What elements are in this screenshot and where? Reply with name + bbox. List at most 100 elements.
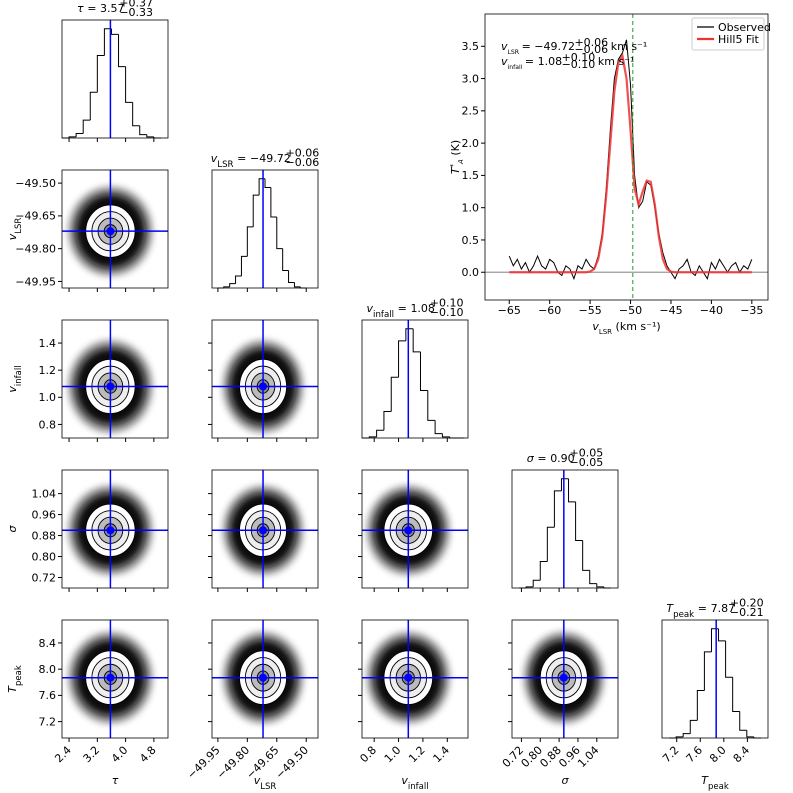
annotation-lower: −0.06 bbox=[574, 43, 608, 56]
legend-box bbox=[691, 17, 765, 51]
histogram-bin bbox=[560, 478, 569, 491]
axis-label: σ bbox=[562, 774, 570, 787]
annotation-unit: km s⁻¹ bbox=[611, 40, 648, 53]
x-tick-label: 4.0 bbox=[109, 744, 131, 766]
truth-point bbox=[259, 382, 268, 391]
axis-label-main: v bbox=[254, 774, 261, 787]
x-tick-label: −49.50 bbox=[273, 744, 311, 782]
axis-label-sub: LSR bbox=[14, 218, 24, 234]
panel-frame bbox=[361, 619, 469, 739]
x-tick-label: −40 bbox=[700, 304, 723, 317]
panel-title-lower: −0.06 bbox=[286, 156, 320, 169]
histogram-bin bbox=[96, 54, 105, 93]
y-tick-label: 0.0 bbox=[462, 266, 480, 279]
y-tick-label: 2.0 bbox=[462, 137, 480, 150]
axis-label-main: v bbox=[6, 386, 19, 393]
axis-label-sub: peak bbox=[14, 665, 24, 686]
truth-point bbox=[106, 227, 115, 236]
axis-label-sub: infall bbox=[408, 782, 429, 792]
x-tick-label: 1.2 bbox=[406, 744, 428, 766]
plot-frame bbox=[484, 13, 769, 301]
histogram-bin bbox=[732, 677, 740, 713]
truth-point bbox=[106, 526, 115, 535]
axis-label-main: v bbox=[6, 233, 19, 240]
y-tick-label: 0.5 bbox=[462, 234, 480, 247]
panel-frame bbox=[61, 169, 169, 289]
histogram-bin bbox=[575, 501, 583, 542]
y-tick-label: 0.8 bbox=[39, 418, 57, 431]
panel-title-lower: −0.33 bbox=[119, 6, 153, 19]
histogram-bin bbox=[532, 579, 541, 587]
axis-label-main: σ bbox=[6, 524, 19, 532]
histogram-bin bbox=[589, 570, 597, 585]
axis-label: vLSR bbox=[254, 774, 277, 792]
x-tick-label: 7.6 bbox=[684, 744, 706, 766]
truth-point bbox=[259, 526, 268, 535]
histogram-bin bbox=[288, 270, 295, 284]
panel-title-part: σ bbox=[527, 452, 535, 465]
y-tick-label: 1.5 bbox=[462, 169, 480, 182]
axis-label-main: σ bbox=[562, 774, 570, 787]
annotation-part: = −49.72 bbox=[522, 40, 575, 53]
histogram-bin bbox=[235, 275, 242, 284]
histogram-bin bbox=[539, 561, 548, 581]
histogram-bin bbox=[270, 187, 277, 218]
label-rest: (km s⁻¹) bbox=[612, 320, 661, 333]
histogram-bin bbox=[282, 248, 289, 272]
histogram-bin bbox=[89, 91, 98, 121]
x-tick-label: 2.4 bbox=[52, 744, 74, 766]
annotation-upper: +0.06 bbox=[574, 36, 608, 49]
x-tick-label: 8.4 bbox=[731, 744, 753, 766]
axis-label-sub: infall bbox=[14, 365, 24, 386]
histogram-bin bbox=[125, 66, 133, 103]
truth-point bbox=[559, 673, 568, 682]
histogram-bin bbox=[725, 640, 733, 678]
panel-title: Tpeak = 7.87 bbox=[666, 602, 735, 620]
histogram-bin bbox=[132, 102, 140, 127]
panel-title-part: = bbox=[698, 602, 707, 615]
annotation-upper: +0.10 bbox=[562, 51, 596, 64]
histogram-bin bbox=[276, 216, 283, 250]
series-line bbox=[508, 39, 753, 281]
histogram-bin bbox=[596, 583, 604, 588]
annotation-part: infall bbox=[508, 64, 523, 71]
panel-frame bbox=[211, 469, 319, 589]
axis-label: Tpeak bbox=[6, 665, 24, 693]
histogram-bin bbox=[75, 133, 84, 137]
y-axis-label: T*A (K) bbox=[449, 140, 465, 174]
histogram-bin bbox=[398, 340, 406, 378]
y-tick-label: −49.65 bbox=[15, 210, 56, 223]
y-tick-label: 8.0 bbox=[39, 663, 57, 676]
axis-label: Tpeak bbox=[701, 774, 729, 792]
panel-title-part: 0.90 bbox=[550, 452, 575, 465]
x-tick-label: 1.04 bbox=[575, 744, 602, 771]
y-tick-label: 0.72 bbox=[32, 571, 57, 584]
panel-title-part: = bbox=[537, 452, 546, 465]
x-tick-label: 1.4 bbox=[431, 744, 453, 766]
x-tick-label: −35 bbox=[740, 304, 763, 317]
histogram-bin bbox=[434, 420, 443, 435]
axis-label-main: T bbox=[701, 774, 709, 787]
histogram-bin bbox=[746, 730, 754, 738]
panel-title-part: 7.87 bbox=[711, 602, 736, 615]
label-main: T bbox=[449, 166, 462, 174]
x-tick-label: −65 bbox=[498, 304, 521, 317]
histogram-bin bbox=[252, 194, 260, 227]
histogram-bin bbox=[419, 351, 428, 392]
panel-frame bbox=[211, 169, 319, 289]
panel-frame bbox=[61, 619, 169, 739]
panel-frame bbox=[211, 619, 319, 739]
axis-label: vinfall bbox=[6, 365, 24, 392]
histogram-bin bbox=[240, 255, 248, 276]
panel-title: σ = 0.90 bbox=[527, 452, 575, 465]
panel-title-part: τ bbox=[77, 2, 84, 15]
histogram-bin bbox=[383, 411, 392, 431]
x-tick-label: 3.2 bbox=[81, 744, 103, 766]
panel-frame bbox=[211, 319, 319, 439]
histogram-bin bbox=[390, 376, 399, 412]
x-tick-label: −55 bbox=[579, 304, 602, 317]
x-tick-label: 7.2 bbox=[660, 744, 682, 766]
legend-label: Hill5 Fit bbox=[718, 33, 760, 46]
y-tick-label: −49.95 bbox=[15, 275, 56, 288]
y-tick-label: 0.88 bbox=[32, 529, 57, 542]
